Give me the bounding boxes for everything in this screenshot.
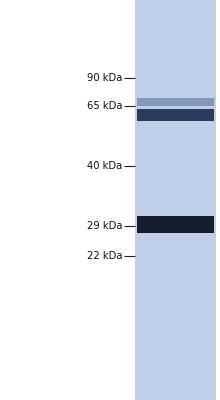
Bar: [137, 98, 214, 106]
Text: 29 kDa: 29 kDa: [87, 221, 122, 231]
Text: 22 kDa: 22 kDa: [87, 251, 122, 261]
Bar: [137, 216, 214, 233]
Text: 40 kDa: 40 kDa: [87, 161, 122, 171]
Bar: [135, 0, 216, 400]
Bar: [137, 109, 214, 121]
Text: 65 kDa: 65 kDa: [87, 101, 122, 111]
Text: 90 kDa: 90 kDa: [87, 73, 122, 83]
